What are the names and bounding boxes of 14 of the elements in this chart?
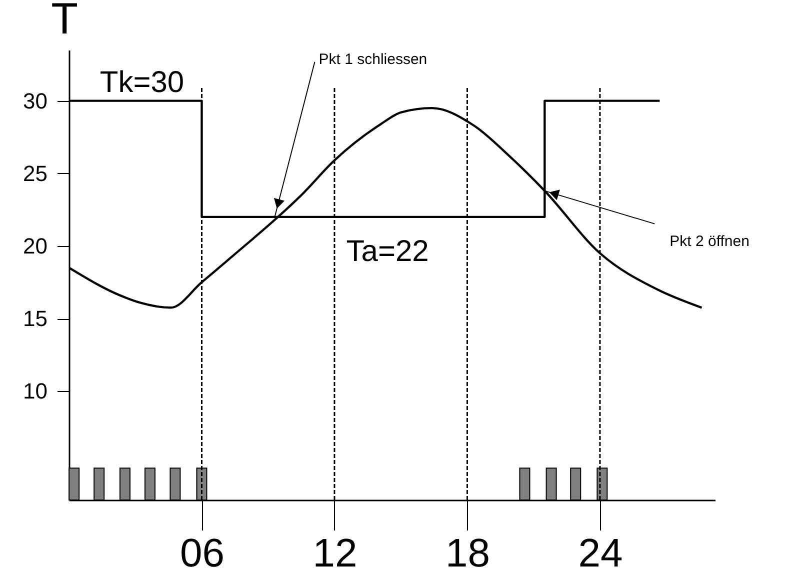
x-tick-label: 24 [578,532,623,576]
annotation: Pkt 1 schliessen [318,50,428,68]
y-tick-label: 30 [23,88,48,114]
y-tick-label: 25 [23,160,48,186]
annotation: Tk=30 [100,66,184,99]
x-tick-label: 06 [180,532,224,576]
y-axis-title: T [51,0,78,44]
x-tick-label: 18 [445,532,490,576]
y-tick-label: 20 [23,233,48,258]
y-tick-label: 10 [23,378,48,404]
annotation: Ta=22 [346,234,429,268]
x-tick-label: 12 [312,532,358,576]
y-tick-label: 15 [23,306,48,332]
annotation: Pkt 2 öffnen [670,232,750,250]
